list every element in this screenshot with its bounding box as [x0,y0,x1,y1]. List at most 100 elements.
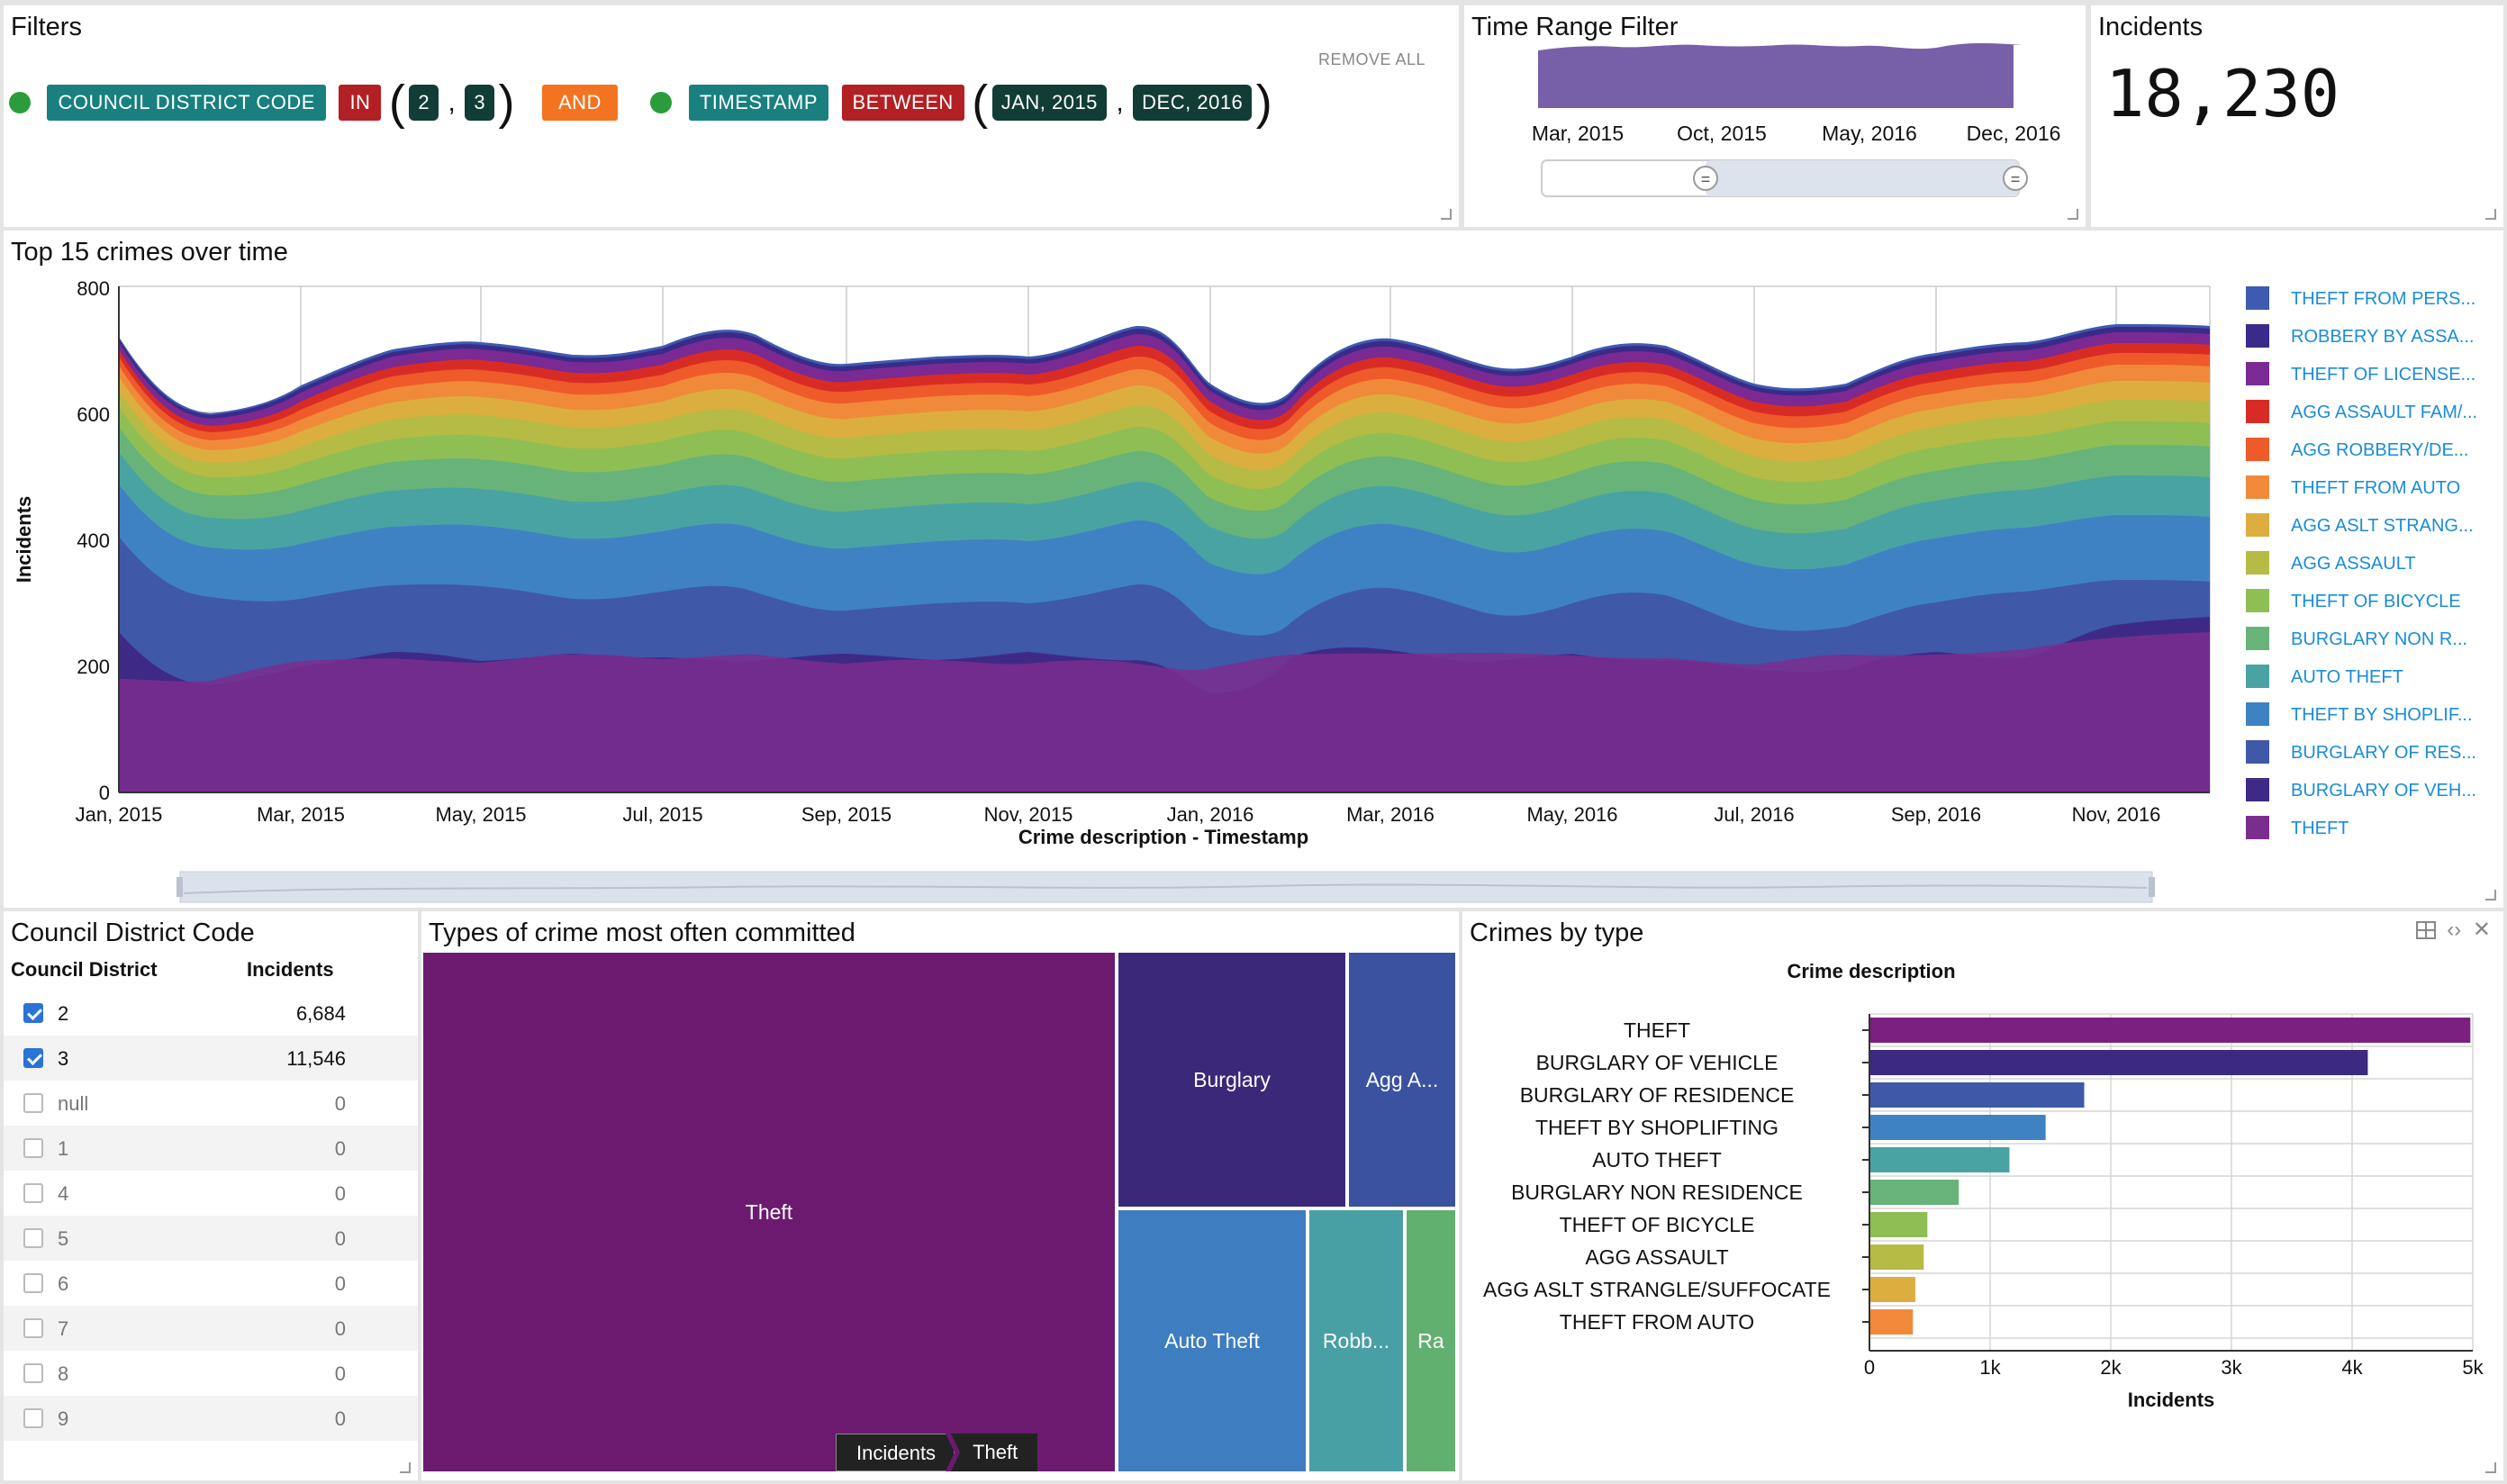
treemap-cell-burglary[interactable]: Burglary [1118,953,1345,1207]
filter-value-end[interactable]: DEC, 2016 [1133,85,1253,121]
district-col-header[interactable]: Council District [11,958,158,981]
incident-count: 11,546 [286,1047,346,1070]
x-tick-label: 3k [2221,1356,2242,1379]
crimes-by-type-chart[interactable]: Crime description 0 1k 2k 3k 4k 5k THEFT BURGLA… [1462,911,2503,1480]
resize-handle-icon[interactable] [2485,209,2496,220]
district-label: 9 [58,1407,69,1430]
y-tick-label: 400 [77,529,110,552]
table-row[interactable]: 2 6,684 [4,991,418,1036]
filter-value-3[interactable]: 3 [465,85,495,121]
treemap-cell-robbery[interactable]: Robb... [1309,1210,1403,1471]
x-tick-label: May, 2016 [1526,803,1617,826]
row-checkbox[interactable] [23,1093,43,1113]
x-tick-label: 5k [2462,1356,2484,1379]
bar[interactable] [1870,1244,1924,1270]
breadcrumb-incidents[interactable]: Incidents [836,1434,955,1471]
resize-handle-icon[interactable] [400,1462,411,1473]
bar[interactable] [1870,1082,2085,1108]
top15-chart[interactable]: 0 200 400 600 800 Jan, 2015 Mar, 2015 Ma… [4,231,2503,908]
row-checkbox[interactable] [23,1408,43,1428]
range-handle-left[interactable] [176,877,183,897]
filter-operator-between[interactable]: BETWEEN [841,85,964,121]
table-row[interactable]: null 0 [4,1081,418,1126]
treemap-cell-label: Ra [1417,1328,1444,1353]
bar[interactable] [1870,1115,2046,1140]
row-checkbox[interactable] [23,1228,43,1248]
legend-label: AGG ASSAULT [2291,554,2416,574]
slider-handle-left[interactable] [1693,166,1718,191]
x-tick-label: Mar, 2015 [257,803,345,826]
incident-count: 0 [334,1362,346,1385]
legend-label: THEFT FROM AUTO [2291,478,2461,498]
treemap-cell-auto-theft[interactable]: Auto Theft [1118,1210,1306,1471]
x-tick-label: Nov, 2016 [2072,803,2161,826]
legend-label: BURGLARY OF VEH... [2291,781,2476,801]
filter-join-and[interactable]: AND [541,85,618,121]
legend-label: THEFT [2291,819,2349,838]
legend-label: BURGLARY NON R... [2291,629,2467,649]
filter-value-2[interactable]: 2 [409,85,439,121]
close-paren: ) [1255,76,1272,130]
row-checkbox[interactable] [23,1183,43,1203]
crimes-by-type-title: Crimes by type [1470,918,1644,947]
treemap-panel: Types of crime most often committed Thef… [421,911,1459,1480]
x-tick-label: 2k [2100,1356,2122,1379]
treemap-cell-rape[interactable]: Ra [1407,1210,1455,1471]
treemap-cell-agg-assault[interactable]: Agg A... [1349,953,1455,1207]
treemap-breadcrumb: Incidents Theft [836,1434,1038,1471]
bar[interactable] [1870,1050,2368,1075]
incident-count: 0 [334,1227,346,1250]
category-label: AGG ASLT STRANGLE/SUFFOCATE [1483,1278,1831,1301]
treemap-cell-theft[interactable]: Theft [423,953,1115,1471]
filter-active-icon[interactable] [650,92,673,113]
filter-active-icon[interactable] [9,92,31,113]
time-range-chart[interactable]: Mar, 2015 Oct, 2015 May, 2016 Dec, 2016 … [1464,5,2086,222]
category-label: BURGLARY NON RESIDENCE [1511,1181,1803,1204]
district-label: 2 [58,1002,69,1025]
close-icon[interactable]: ✕ [2472,918,2491,943]
row-checkbox[interactable] [23,1273,43,1293]
range-handle-right[interactable] [2149,877,2155,897]
row-checkbox[interactable] [23,1048,43,1068]
resize-handle-icon[interactable] [1441,209,1452,220]
row-checkbox[interactable] [23,1138,43,1158]
bar[interactable] [1870,1147,2010,1172]
code-view-icon[interactable]: ‹› [2447,917,2462,942]
bar[interactable] [1870,1309,1914,1335]
x-tick-label: May, 2015 [435,803,526,826]
y-tick-label: 600 [77,403,110,426]
resize-handle-icon[interactable] [2485,1462,2496,1473]
bar[interactable] [1870,1180,1959,1205]
resize-handle-icon[interactable] [2485,890,2496,900]
x-tick-label: Sep, 2015 [801,803,891,826]
bar[interactable] [1870,1277,1915,1302]
row-checkbox[interactable] [23,1318,43,1338]
filter-value-start[interactable]: JAN, 2015 [991,85,1107,121]
table-view-icon[interactable] [2415,920,2436,939]
filter-operator-in[interactable]: IN [339,85,382,121]
category-label: AUTO THEFT [1592,1148,1722,1172]
incidents-col-header[interactable]: Incidents [247,958,334,981]
slider-handle-right[interactable] [2003,166,2028,191]
resize-handle-icon[interactable] [2068,209,2078,220]
table-row[interactable]: 3 11,546 [4,1036,418,1081]
x-axis-title: Crime description - Timestamp [1018,826,1308,848]
row-checkbox[interactable] [23,1363,43,1383]
incident-count: 0 [334,1092,346,1115]
filter-field-timestamp[interactable]: TIMESTAMP [688,85,829,121]
remove-all-button[interactable]: REMOVE ALL [1318,50,1426,68]
breadcrumb-theft[interactable]: Theft [951,1434,1038,1471]
bar[interactable] [1870,1212,1928,1237]
bar[interactable] [1870,1018,2471,1043]
filter-field-district[interactable]: COUNCIL DISTRICT CODE [47,85,326,121]
legend-swatch [2246,438,2269,461]
y-tick-label: 0 [99,782,110,804]
row-checkbox[interactable] [23,1003,43,1023]
